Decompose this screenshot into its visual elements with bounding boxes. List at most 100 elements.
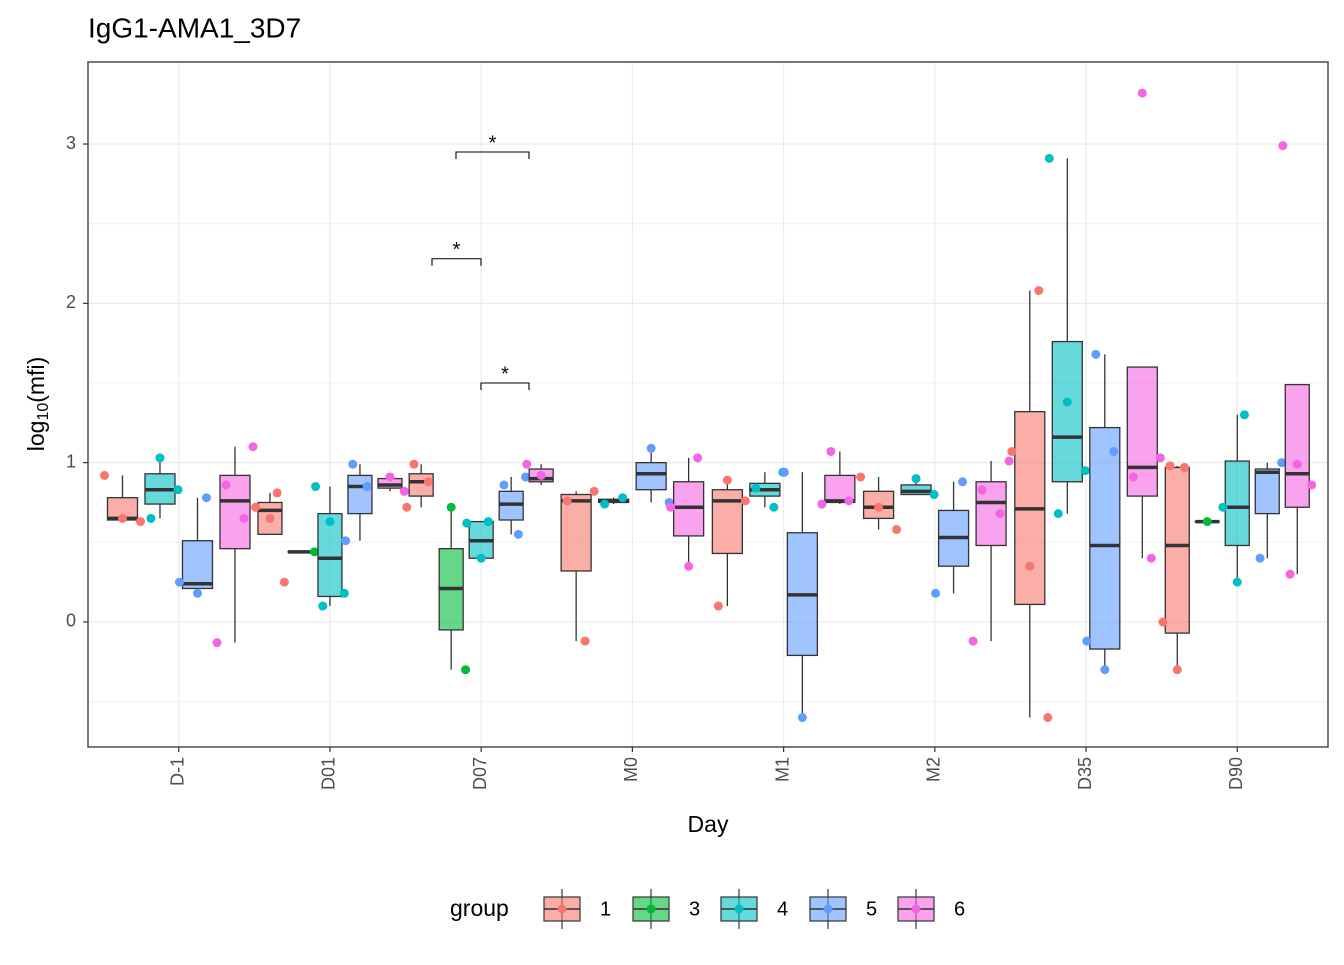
legend-title: group xyxy=(450,895,509,921)
legend-key-point xyxy=(735,905,744,914)
data-point xyxy=(844,496,853,505)
data-point xyxy=(892,525,901,534)
chart-title: IgG1-AMA1_3D7 xyxy=(88,12,301,43)
x-tick-label: D01 xyxy=(319,757,339,790)
y-tick-label: 1 xyxy=(66,451,76,471)
data-point xyxy=(385,472,394,481)
data-point xyxy=(1129,472,1138,481)
data-point xyxy=(1256,554,1265,563)
legend-label: 6 xyxy=(954,898,965,920)
data-point xyxy=(155,453,164,462)
data-point xyxy=(175,578,184,587)
data-point xyxy=(1180,463,1189,472)
significance-label: * xyxy=(501,363,509,385)
data-point xyxy=(212,638,221,647)
data-point xyxy=(402,503,411,512)
box xyxy=(1090,428,1120,649)
data-point xyxy=(477,554,486,563)
data-point xyxy=(693,453,702,462)
data-point xyxy=(1054,509,1063,518)
data-point xyxy=(341,536,350,545)
data-point xyxy=(826,447,835,456)
data-point xyxy=(780,468,789,477)
data-point xyxy=(1218,503,1227,512)
data-point xyxy=(348,460,357,469)
x-tick-label: D90 xyxy=(1226,757,1246,790)
data-point xyxy=(537,471,546,480)
legend-key-point xyxy=(912,905,921,914)
data-point xyxy=(1081,466,1090,475)
data-point xyxy=(930,490,939,499)
data-point xyxy=(1045,154,1054,163)
data-point xyxy=(202,493,211,502)
data-point xyxy=(1082,637,1091,646)
data-point xyxy=(874,503,883,512)
data-point xyxy=(647,444,656,453)
data-point xyxy=(741,496,750,505)
data-point xyxy=(684,562,693,571)
data-point xyxy=(856,472,865,481)
data-point xyxy=(1091,350,1100,359)
data-point xyxy=(1203,517,1212,526)
data-point xyxy=(265,514,274,523)
data-point xyxy=(1007,447,1016,456)
x-tick-label: M2 xyxy=(924,757,944,782)
box xyxy=(1285,385,1309,508)
box xyxy=(1165,467,1189,633)
box xyxy=(636,463,666,490)
data-point xyxy=(1005,457,1014,466)
legend-label: 3 xyxy=(689,898,700,920)
data-point xyxy=(424,477,433,486)
data-point xyxy=(100,471,109,480)
legend-label: 1 xyxy=(600,898,611,920)
data-point xyxy=(1158,617,1167,626)
legend-key-point xyxy=(824,905,833,914)
data-point xyxy=(1109,447,1118,456)
legend-key-point xyxy=(647,905,656,914)
data-point xyxy=(1293,460,1302,469)
data-point xyxy=(1156,453,1165,462)
x-tick-label: M0 xyxy=(621,757,641,782)
data-point xyxy=(461,665,470,674)
box xyxy=(182,541,212,589)
data-point xyxy=(600,500,609,509)
data-point xyxy=(522,460,531,469)
data-point xyxy=(193,589,202,598)
data-point xyxy=(484,517,493,526)
data-point xyxy=(146,514,155,523)
data-point xyxy=(563,496,572,505)
data-point xyxy=(581,637,590,646)
data-point xyxy=(340,589,349,598)
x-tick-label: D07 xyxy=(470,757,490,790)
data-point xyxy=(931,589,940,598)
data-point xyxy=(1286,570,1295,579)
data-point xyxy=(1025,562,1034,571)
data-point xyxy=(280,578,289,587)
data-point xyxy=(666,503,675,512)
data-point xyxy=(1147,554,1156,563)
data-point xyxy=(311,482,320,491)
data-point xyxy=(462,519,471,528)
data-point xyxy=(1278,141,1287,150)
data-point xyxy=(400,487,409,496)
data-point xyxy=(1063,398,1072,407)
significance-label: * xyxy=(453,239,461,261)
box xyxy=(348,475,372,513)
x-tick-label: D35 xyxy=(1075,757,1095,790)
box xyxy=(1052,342,1082,482)
data-point xyxy=(714,602,723,611)
data-point xyxy=(817,500,826,509)
data-point xyxy=(409,460,418,469)
data-point xyxy=(1166,461,1175,470)
y-tick-label: 0 xyxy=(66,611,76,631)
data-point xyxy=(1043,713,1052,722)
data-point xyxy=(1100,665,1109,674)
legend-label: 5 xyxy=(866,898,877,920)
x-axis-title: Day xyxy=(688,811,729,837)
data-point xyxy=(723,476,732,485)
significance-label: * xyxy=(489,132,497,154)
data-point xyxy=(499,480,508,489)
data-point xyxy=(248,442,257,451)
data-point xyxy=(173,485,182,494)
data-point xyxy=(912,474,921,483)
